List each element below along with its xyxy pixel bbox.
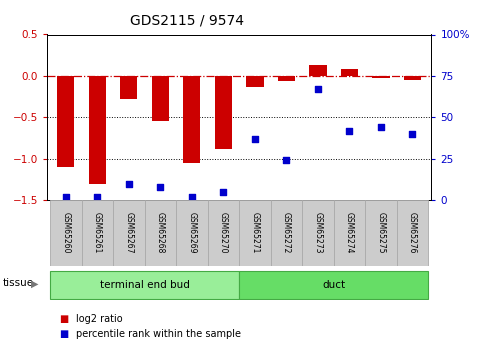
Point — [188, 194, 196, 199]
Text: GSM65260: GSM65260 — [61, 212, 70, 254]
Text: GSM65270: GSM65270 — [219, 212, 228, 254]
Text: GSM65273: GSM65273 — [314, 212, 322, 254]
Bar — [404, 76, 421, 80]
Text: GSM65274: GSM65274 — [345, 212, 354, 254]
Bar — [183, 76, 201, 163]
Point — [156, 184, 164, 190]
Text: GSM65267: GSM65267 — [124, 212, 133, 254]
Point — [219, 189, 227, 195]
Point — [93, 194, 101, 199]
Text: GSM65271: GSM65271 — [250, 212, 259, 254]
Text: GSM65261: GSM65261 — [93, 212, 102, 254]
Text: GSM65276: GSM65276 — [408, 212, 417, 254]
Bar — [176, 200, 208, 266]
Bar — [239, 200, 271, 266]
Bar — [81, 200, 113, 266]
Bar — [208, 200, 239, 266]
Point — [377, 125, 385, 130]
Bar — [341, 69, 358, 76]
Bar — [89, 76, 106, 184]
Text: percentile rank within the sample: percentile rank within the sample — [76, 329, 242, 339]
Text: tissue: tissue — [2, 278, 34, 288]
Bar — [50, 200, 81, 266]
Point — [409, 131, 417, 137]
Bar — [144, 200, 176, 266]
Bar — [113, 200, 144, 266]
Text: duct: duct — [322, 280, 345, 289]
Text: ▶: ▶ — [31, 279, 38, 289]
Bar — [120, 76, 138, 99]
Bar — [278, 76, 295, 81]
Bar — [50, 270, 239, 298]
Point — [314, 86, 322, 92]
Text: terminal end bud: terminal end bud — [100, 280, 189, 289]
Bar — [246, 76, 264, 88]
Text: ■: ■ — [59, 329, 69, 339]
Bar — [214, 76, 232, 149]
Bar — [397, 200, 428, 266]
Bar — [271, 200, 302, 266]
Bar — [309, 65, 326, 76]
Point — [251, 136, 259, 141]
Text: GDS2115 / 9574: GDS2115 / 9574 — [130, 14, 245, 28]
Bar — [372, 76, 389, 78]
Text: GSM65275: GSM65275 — [377, 212, 386, 254]
Point — [62, 194, 70, 199]
Bar — [152, 76, 169, 121]
Point — [346, 128, 353, 133]
Bar — [57, 76, 74, 167]
Text: GSM65269: GSM65269 — [187, 212, 196, 254]
Bar — [239, 270, 428, 298]
Bar — [365, 200, 397, 266]
Bar — [334, 200, 365, 266]
Bar — [302, 200, 334, 266]
Text: log2 ratio: log2 ratio — [76, 314, 123, 324]
Point — [125, 181, 133, 186]
Point — [282, 158, 290, 163]
Text: GSM65268: GSM65268 — [156, 212, 165, 254]
Text: GSM65272: GSM65272 — [282, 212, 291, 254]
Text: ■: ■ — [59, 314, 69, 324]
